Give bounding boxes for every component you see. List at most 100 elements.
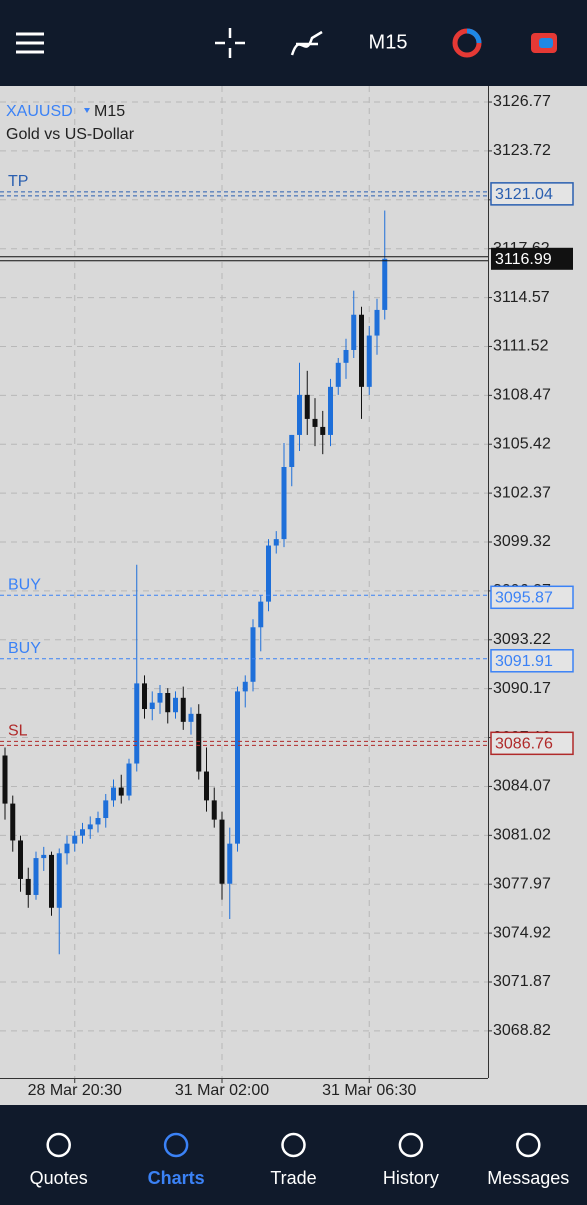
candle-body (180, 697, 186, 722)
candle-body (10, 803, 16, 841)
y-tick-label: 3114.57 (493, 289, 550, 306)
level-price-box (490, 731, 574, 756)
chart-area (0, 86, 587, 1105)
candle-body (56, 853, 62, 908)
nav-icon (398, 1132, 424, 1158)
candle-body (196, 713, 202, 772)
x-tick-label: 28 Mar 20:30 (28, 1082, 122, 1099)
crosshair-icon[interactable] (215, 28, 245, 58)
plot: 3126.773123.723120.673117.623114.573111.… (0, 86, 574, 1099)
candle-body (351, 314, 357, 350)
symbol[interactable]: XAUUSD (6, 103, 73, 120)
y-tick-label: 3126.77 (493, 93, 551, 110)
x-tick-label: 31 Mar 02:00 (175, 1082, 269, 1099)
level-label: SL (8, 723, 28, 740)
candle-body (18, 840, 23, 879)
candle-body (41, 854, 47, 859)
y-tick-label: 3093.22 (493, 631, 551, 648)
chart-title: Gold vs US-Dollar (6, 126, 135, 143)
candle-body (64, 843, 70, 854)
candle-body (87, 824, 93, 830)
y-tick-label: 3108.47 (493, 387, 551, 404)
y-tick-label: 3105.42 (493, 435, 551, 452)
y-tick-label: 3077.97 (493, 875, 551, 892)
candle-body (366, 335, 372, 387)
candle-body (328, 386, 333, 435)
nav-item[interactable]: History (383, 1132, 439, 1188)
candle-body (188, 713, 194, 722)
x-tick-label: 31 Mar 06:30 (322, 1082, 416, 1099)
menu-icon[interactable] (16, 32, 44, 54)
candle-body (273, 539, 279, 546)
level-label: BUY (8, 577, 41, 594)
y-tick-label: 3068.82 (493, 1022, 551, 1039)
y-tick-label: 3099.32 (493, 533, 551, 550)
y-tick-label: 3081.02 (493, 827, 551, 844)
chart-timeframe: M15 (94, 103, 125, 120)
y-tick-label: 3090.17 (493, 680, 551, 697)
candle-body (235, 691, 240, 844)
candle-body (359, 314, 364, 387)
candle-body (289, 434, 295, 467)
candle-body (227, 843, 233, 884)
y-tick-label: 3071.87 (493, 973, 551, 990)
level-label: TP (8, 173, 28, 190)
top-bar (0, 0, 587, 86)
candle-body (258, 601, 264, 628)
y-tick-label: 3123.72 (493, 142, 551, 159)
candle-body (80, 829, 85, 836)
candle-body (304, 394, 310, 419)
candle-body (281, 466, 287, 540)
candle-body (382, 258, 388, 310)
indicator-icon[interactable] (290, 30, 323, 56)
bottom-nav (0, 1105, 587, 1200)
level-price: 3091.91 (495, 653, 553, 670)
level-price: 3121.04 (495, 186, 553, 203)
nav-icon (163, 1132, 189, 1158)
level-price: 3086.76 (495, 736, 553, 753)
y-tick-label: 3102.37 (493, 484, 551, 501)
last-price-box (491, 247, 573, 270)
nav-label: Charts (148, 1168, 205, 1188)
candle-body (335, 362, 341, 387)
candle-body (126, 763, 132, 796)
timeframe-button[interactable]: M15 (369, 31, 408, 53)
candle-body (72, 835, 78, 844)
nav-item[interactable]: Quotes (30, 1132, 88, 1188)
nav-item[interactable]: Trade (270, 1132, 317, 1188)
candle-body (374, 309, 380, 336)
candle-body (312, 418, 318, 427)
clock-icon-part (466, 28, 482, 44)
candle-body (149, 702, 155, 710)
symbol-dropdown[interactable] (84, 108, 90, 113)
candle-body (219, 819, 225, 884)
level-label: BUY (8, 640, 41, 657)
candle-body (173, 697, 178, 713)
candle-body (33, 858, 39, 895)
candle-body (111, 787, 116, 801)
level-price-box (490, 649, 574, 673)
candle-body (103, 800, 109, 819)
candle-body (211, 800, 217, 820)
nav-label: History (383, 1168, 439, 1188)
nav-item[interactable]: Messages (487, 1132, 569, 1188)
candle-body (250, 627, 256, 682)
nav-icon (516, 1132, 541, 1158)
nav-label: Messages (487, 1168, 569, 1188)
candle-body (204, 771, 209, 801)
last-price-label: 3116.99 (495, 251, 552, 268)
candle-body (118, 787, 124, 796)
candle-body (2, 755, 8, 804)
candle-body (343, 349, 349, 363)
trade-icon-part (539, 38, 553, 48)
nav-icon (281, 1132, 306, 1158)
nav-label: Quotes (30, 1168, 88, 1188)
candle-body (95, 818, 101, 825)
candle-body (266, 545, 271, 602)
nav-item[interactable]: Charts (148, 1132, 205, 1188)
nav-items: Quotes Charts Trade History Messages (30, 1132, 569, 1188)
candle-body (242, 681, 248, 692)
level-price-box (490, 585, 574, 610)
